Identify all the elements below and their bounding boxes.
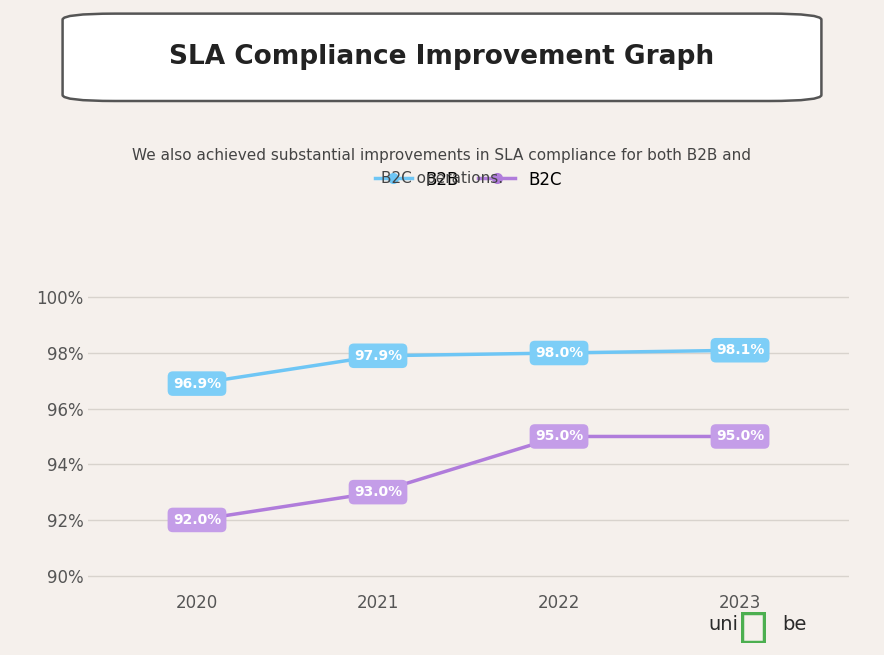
FancyBboxPatch shape xyxy=(63,14,821,101)
B2B xyxy=(192,380,202,388)
Text: We also achieved substantial improvements in SLA compliance for both B2B and
B2C: We also achieved substantial improvement… xyxy=(133,149,751,185)
FancyBboxPatch shape xyxy=(742,613,765,642)
Line: B2B: B2B xyxy=(192,345,745,389)
B2B xyxy=(735,346,745,354)
B2C xyxy=(373,488,384,496)
Text: 93.0%: 93.0% xyxy=(354,485,402,499)
Text: be: be xyxy=(782,615,807,634)
B2B xyxy=(373,352,384,360)
Text: uni: uni xyxy=(708,615,738,634)
B2C xyxy=(735,432,745,440)
Text: 98.0%: 98.0% xyxy=(535,346,583,360)
Text: 98.1%: 98.1% xyxy=(716,343,765,357)
B2C xyxy=(553,432,564,440)
Text: 96.9%: 96.9% xyxy=(173,377,221,390)
B2B xyxy=(553,349,564,357)
Text: 95.0%: 95.0% xyxy=(716,430,764,443)
Legend: B2B, B2C: B2B, B2C xyxy=(369,164,568,195)
B2C xyxy=(192,516,202,524)
Text: 95.0%: 95.0% xyxy=(535,430,583,443)
Text: 92.0%: 92.0% xyxy=(173,513,221,527)
Text: 97.9%: 97.9% xyxy=(354,348,402,363)
Text: SLA Compliance Improvement Graph: SLA Compliance Improvement Graph xyxy=(170,45,714,70)
Line: B2C: B2C xyxy=(192,431,745,525)
